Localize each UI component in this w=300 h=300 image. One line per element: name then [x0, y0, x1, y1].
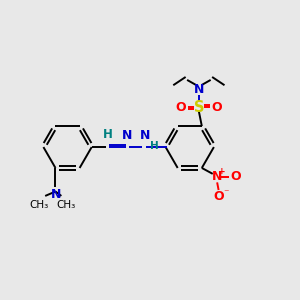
Text: H: H	[103, 128, 113, 141]
Text: S: S	[194, 100, 204, 115]
Text: O: O	[213, 190, 224, 203]
Text: CH₃: CH₃	[30, 200, 49, 210]
Text: N: N	[122, 129, 132, 142]
Text: O: O	[231, 170, 241, 183]
Text: H: H	[150, 141, 158, 151]
Text: O: O	[212, 100, 222, 113]
Text: N: N	[51, 188, 62, 201]
Text: CH₃: CH₃	[56, 200, 75, 210]
Text: N: N	[212, 170, 222, 183]
Text: N: N	[194, 83, 204, 96]
Text: +: +	[218, 167, 226, 176]
Text: ⁻: ⁻	[223, 189, 229, 199]
Text: O: O	[175, 100, 186, 113]
Text: N: N	[140, 129, 150, 142]
